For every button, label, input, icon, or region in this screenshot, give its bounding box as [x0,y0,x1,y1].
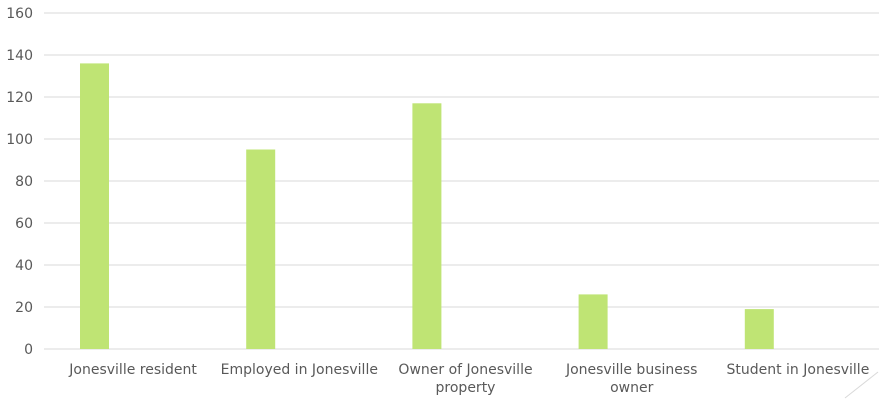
y-tick-label: 20 [15,300,33,316]
y-tick-label: 120 [6,90,33,106]
gridlines [44,12,879,350]
corner-decoration [844,371,879,399]
y-tick-label: 60 [15,216,33,232]
bars [80,63,774,350]
y-tick-label: 140 [6,48,33,64]
bar [578,294,608,349]
x-category-label: Owner of Jonesville property [398,362,532,396]
bar [744,309,774,349]
y-tick-label: 100 [6,132,33,148]
y-axis-ticks: 0 20 40 60 80 100 120 140 160 [6,6,33,358]
y-tick-label: 0 [24,342,33,358]
x-category-label: Employed in Jonesville [221,362,378,378]
x-axis-labels: Jonesville resident Employed in Jonesvill… [68,362,869,396]
x-category-label: Student in Jonesville [726,362,869,378]
y-tick-label: 80 [15,174,33,190]
y-tick-label: 40 [15,258,33,274]
x-category-label: Jonesville business owner [565,362,698,396]
x-category-label: Jonesville resident [68,362,197,378]
bar [246,149,276,349]
y-tick-label: 160 [6,6,33,22]
bar [412,103,442,349]
bar [80,63,109,350]
